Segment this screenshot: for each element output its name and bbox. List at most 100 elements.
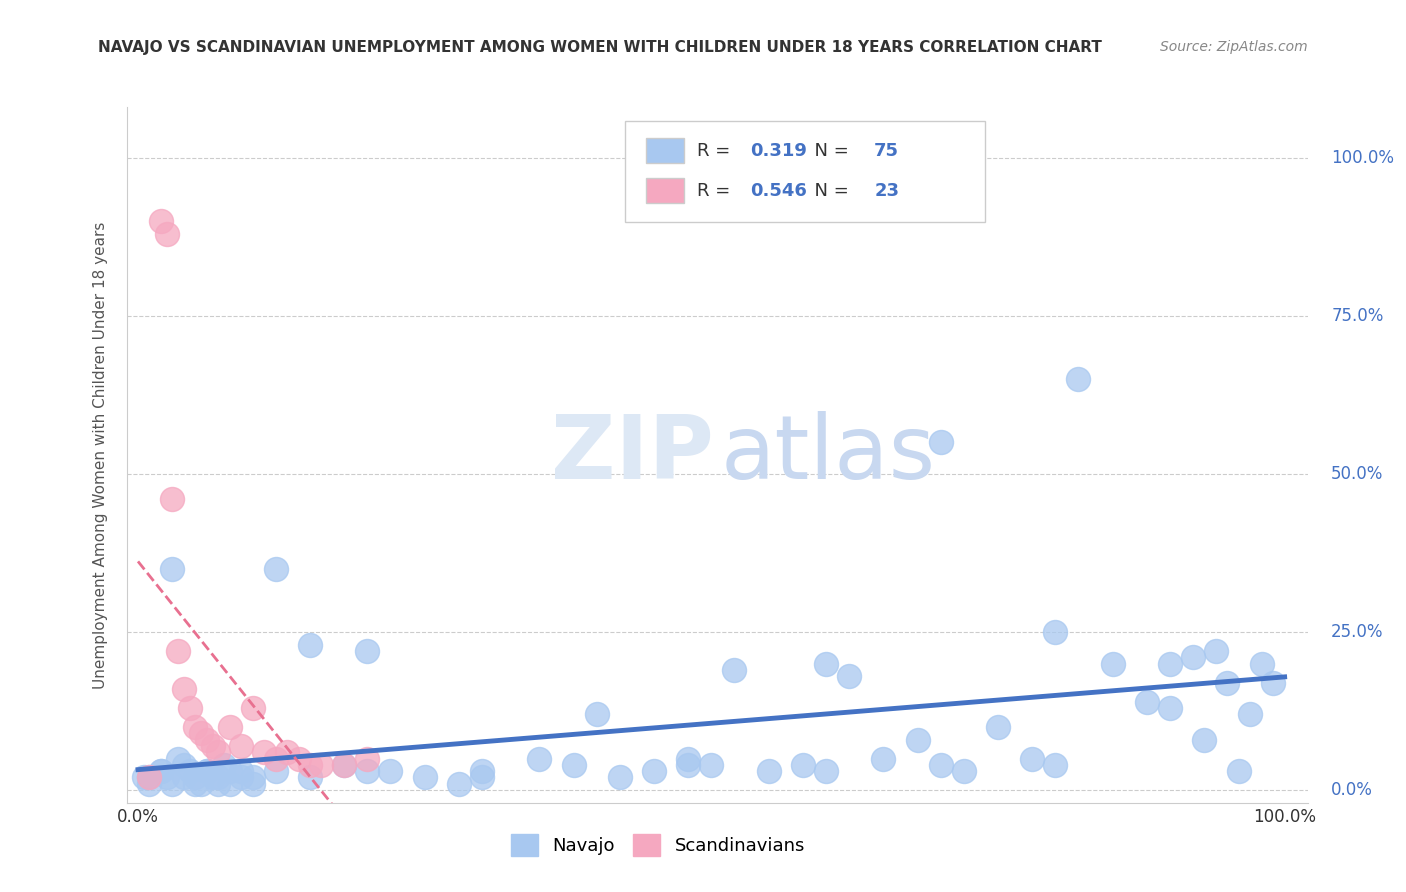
Point (872, 751, 894, 765)
Point (678, 757, 700, 772)
Point (242, 701, 264, 715)
Text: 75: 75 (875, 142, 900, 160)
Point (907, 732, 929, 747)
Point (298, 638, 321, 652)
Point (207, 745, 229, 759)
Point (184, 771, 207, 785)
Point (814, 657, 837, 671)
Point (167, 751, 190, 765)
Point (156, 771, 179, 785)
Point (1250, 657, 1272, 671)
Point (138, 771, 160, 785)
Point (190, 726, 212, 740)
Point (156, 227, 179, 241)
FancyBboxPatch shape (647, 138, 683, 163)
Point (311, 757, 333, 772)
Point (231, 739, 253, 753)
Point (678, 751, 700, 765)
Point (1021, 751, 1043, 765)
Point (333, 757, 356, 772)
Point (218, 720, 240, 734)
Point (195, 764, 218, 779)
Point (643, 764, 665, 779)
Point (1159, 657, 1181, 671)
Point (356, 644, 378, 658)
Point (231, 771, 253, 785)
Point (792, 757, 814, 772)
Point (1045, 625, 1067, 640)
Y-axis label: Unemployment Among Women with Children Under 18 years: Unemployment Among Women with Children U… (93, 221, 108, 689)
Point (1101, 657, 1123, 671)
Point (201, 739, 224, 753)
Point (562, 757, 585, 772)
Text: atlas: atlas (721, 411, 936, 499)
Point (814, 764, 837, 779)
Point (264, 764, 287, 779)
Point (471, 764, 494, 779)
Point (184, 777, 207, 791)
Text: 75.0%: 75.0% (1331, 307, 1384, 325)
Point (929, 435, 952, 450)
Point (449, 777, 471, 791)
Text: 23: 23 (875, 182, 900, 200)
Point (195, 732, 218, 747)
Point (201, 771, 224, 785)
Point (609, 771, 631, 785)
Point (167, 644, 190, 658)
Point (333, 757, 356, 772)
Point (952, 764, 974, 779)
Text: ZIP: ZIP (551, 411, 713, 499)
Point (138, 771, 160, 785)
Point (380, 764, 402, 779)
Point (207, 777, 229, 791)
FancyBboxPatch shape (624, 121, 986, 222)
Point (207, 771, 229, 785)
FancyBboxPatch shape (647, 178, 683, 203)
Point (149, 214, 172, 228)
Point (1194, 732, 1216, 747)
Point (132, 771, 155, 785)
Point (758, 764, 780, 779)
Point (723, 663, 745, 677)
Point (149, 764, 172, 779)
Point (1067, 372, 1090, 386)
Legend: Navajo, Scandinavians: Navajo, Scandinavians (503, 827, 813, 863)
Text: 0.546: 0.546 (751, 182, 807, 200)
Point (287, 751, 309, 765)
Text: 25.0%: 25.0% (1331, 623, 1384, 641)
Text: N =: N = (803, 182, 855, 200)
Point (184, 720, 207, 734)
Text: 100.0%: 100.0% (1331, 149, 1395, 167)
Point (987, 720, 1010, 734)
Point (413, 771, 436, 785)
Point (231, 764, 253, 779)
Point (149, 764, 172, 779)
Point (218, 764, 240, 779)
Point (242, 771, 264, 785)
Point (218, 777, 240, 791)
Point (162, 777, 184, 791)
Point (529, 751, 551, 765)
Text: Source: ZipAtlas.com: Source: ZipAtlas.com (1160, 40, 1308, 54)
Text: 50.0%: 50.0% (1331, 465, 1384, 483)
Point (298, 757, 321, 772)
Point (1045, 757, 1067, 772)
Text: 0.0%: 0.0% (1331, 781, 1374, 799)
Point (1227, 764, 1250, 779)
Point (700, 757, 723, 772)
Point (929, 757, 952, 772)
Point (212, 757, 235, 772)
Point (179, 764, 201, 779)
Text: R =: R = (697, 182, 735, 200)
Point (242, 777, 264, 791)
Point (276, 745, 298, 759)
Text: R =: R = (697, 142, 735, 160)
Point (162, 492, 184, 507)
Point (179, 701, 201, 715)
Point (264, 751, 287, 765)
Point (1239, 707, 1261, 722)
Point (1159, 701, 1181, 715)
Point (138, 777, 160, 791)
Point (1181, 650, 1204, 665)
Point (1136, 695, 1159, 709)
